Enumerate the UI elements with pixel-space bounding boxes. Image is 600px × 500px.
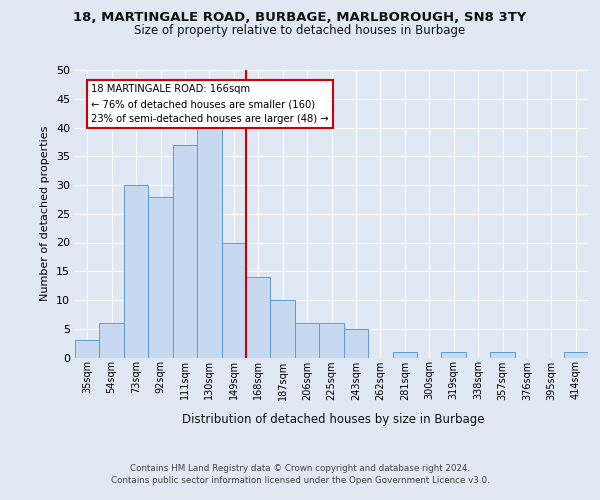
Text: Contains public sector information licensed under the Open Government Licence v3: Contains public sector information licen… <box>110 476 490 485</box>
Bar <box>246 277 271 357</box>
Bar <box>295 323 319 358</box>
Bar <box>392 352 417 358</box>
Bar <box>319 323 344 358</box>
Bar <box>344 329 368 358</box>
Bar <box>563 352 588 358</box>
Bar <box>124 185 148 358</box>
Text: 18 MARTINGALE ROAD: 166sqm
← 76% of detached houses are smaller (160)
23% of sem: 18 MARTINGALE ROAD: 166sqm ← 76% of deta… <box>91 84 329 124</box>
Text: Size of property relative to detached houses in Burbage: Size of property relative to detached ho… <box>134 24 466 37</box>
Bar <box>173 145 197 358</box>
Bar <box>442 352 466 358</box>
Bar <box>490 352 515 358</box>
Bar <box>197 116 221 358</box>
Bar <box>221 242 246 358</box>
Bar <box>148 196 173 358</box>
Bar <box>271 300 295 358</box>
Bar <box>75 340 100 357</box>
Text: Contains HM Land Registry data © Crown copyright and database right 2024.: Contains HM Land Registry data © Crown c… <box>130 464 470 473</box>
Y-axis label: Number of detached properties: Number of detached properties <box>40 126 50 302</box>
Text: 18, MARTINGALE ROAD, BURBAGE, MARLBOROUGH, SN8 3TY: 18, MARTINGALE ROAD, BURBAGE, MARLBOROUG… <box>73 11 527 24</box>
Text: Distribution of detached houses by size in Burbage: Distribution of detached houses by size … <box>182 412 484 426</box>
Bar <box>100 323 124 358</box>
